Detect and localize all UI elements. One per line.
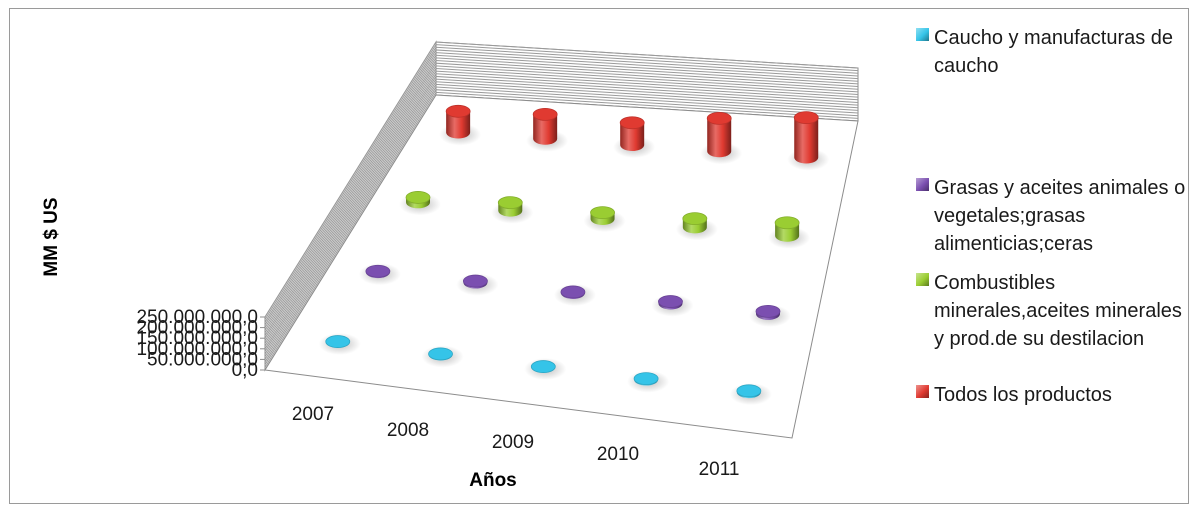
- y-axis-title: MM $ US: [41, 197, 62, 276]
- gridlines: [264, 41, 859, 371]
- bar-top: [445, 104, 471, 118]
- y-tick-label: 50.000.000,0: [147, 349, 258, 370]
- gridline: [264, 70, 859, 347]
- legend-swatch-grasas: [916, 178, 929, 191]
- gridline: [264, 78, 859, 355]
- floor-plane: [264, 94, 859, 439]
- bar-top: [463, 274, 488, 288]
- y-tick-label: 0,0: [232, 360, 258, 381]
- bar: [627, 370, 670, 393]
- bar: [651, 294, 694, 317]
- bar: [613, 116, 656, 158]
- bar-body: [446, 111, 471, 139]
- gridline: [264, 41, 859, 318]
- bar: [729, 383, 772, 406]
- bar-top: [530, 360, 556, 373]
- x-axis-ticks: 2007 2008 2009 2010 2011: [292, 404, 740, 480]
- gridline: [264, 73, 859, 350]
- x-tick-label: 2007: [292, 404, 334, 425]
- gridline: [264, 57, 859, 334]
- y-tick-label: 200.000.000,0: [136, 318, 258, 339]
- bar: [456, 273, 499, 296]
- legend-swatch-combustibles: [916, 273, 929, 286]
- bar-top: [736, 384, 762, 398]
- bar: [524, 358, 567, 380]
- bar-top: [497, 196, 523, 209]
- bar: [700, 111, 743, 165]
- bar-top: [706, 111, 732, 125]
- bar: [768, 216, 811, 249]
- gridline: [264, 65, 859, 342]
- gridline: [264, 49, 859, 326]
- legend-swatch-caucho: [916, 28, 929, 41]
- y-tick-label: 100.000.000,0: [136, 339, 258, 360]
- gridline: [264, 46, 859, 323]
- bar-top: [633, 372, 659, 385]
- bar-top: [532, 107, 558, 121]
- gridline: [264, 67, 859, 344]
- gridline: [264, 89, 859, 365]
- bar-top: [682, 212, 708, 226]
- x-axis-title: Años: [469, 470, 517, 491]
- gridline: [264, 86, 859, 363]
- chart-bars: [318, 104, 830, 406]
- bar-body: [533, 114, 558, 145]
- gridline: [264, 60, 859, 336]
- bar: [553, 284, 596, 306]
- gridline: [264, 44, 859, 320]
- x-tick-label: 2008: [387, 420, 429, 441]
- bar-top: [405, 191, 431, 204]
- bar: [358, 263, 401, 286]
- bar: [491, 196, 534, 224]
- bar: [399, 191, 442, 216]
- gridline: [264, 62, 859, 339]
- y-axis-ticks: 0,050.000.000,0100.000.000,0150.000.000,…: [136, 307, 265, 381]
- bar: [526, 107, 569, 152]
- bar-body: [794, 117, 819, 164]
- bar-top: [560, 285, 586, 299]
- bar: [439, 104, 482, 146]
- y-tick-label: 250.000.000,0: [136, 307, 258, 328]
- bar-top: [590, 206, 615, 220]
- bar: [583, 206, 626, 232]
- bar: [748, 304, 791, 327]
- bar-top: [793, 111, 819, 125]
- y-tick-label: 150.000.000,0: [136, 328, 258, 349]
- legend-label: Grasas y aceites animales o vegetales;gr…: [934, 177, 1186, 255]
- bar-top: [658, 295, 683, 308]
- gridline: [264, 75, 859, 352]
- bar: [675, 212, 718, 241]
- chart-frame: [9, 8, 1189, 504]
- bar-top: [755, 304, 781, 318]
- gridline: [264, 91, 859, 368]
- x-tick-label: 2011: [699, 459, 740, 480]
- bar: [421, 345, 464, 368]
- legend-label: Todos los productos: [934, 384, 1112, 406]
- legend-label: Combustibles minerales,aceites minerales…: [934, 272, 1182, 350]
- legend-label: Caucho y manufacturas de caucho: [934, 27, 1174, 77]
- gridline: [264, 83, 859, 360]
- legend-swatch-todos: [916, 385, 929, 398]
- x-tick-label: 2010: [597, 444, 639, 465]
- chart-floor: [264, 94, 859, 439]
- bar-top: [428, 347, 453, 361]
- gridline: [264, 52, 859, 328]
- bar-top: [774, 216, 800, 230]
- bar-top: [365, 264, 391, 278]
- bar: [787, 111, 830, 171]
- bar-body: [707, 118, 732, 158]
- x-tick-label: 2009: [492, 432, 534, 453]
- bar-body: [620, 122, 645, 151]
- bar-top: [619, 116, 645, 130]
- bar: [318, 332, 361, 355]
- gridline: [264, 81, 859, 358]
- bar-top: [325, 335, 351, 348]
- gridline: [264, 54, 859, 331]
